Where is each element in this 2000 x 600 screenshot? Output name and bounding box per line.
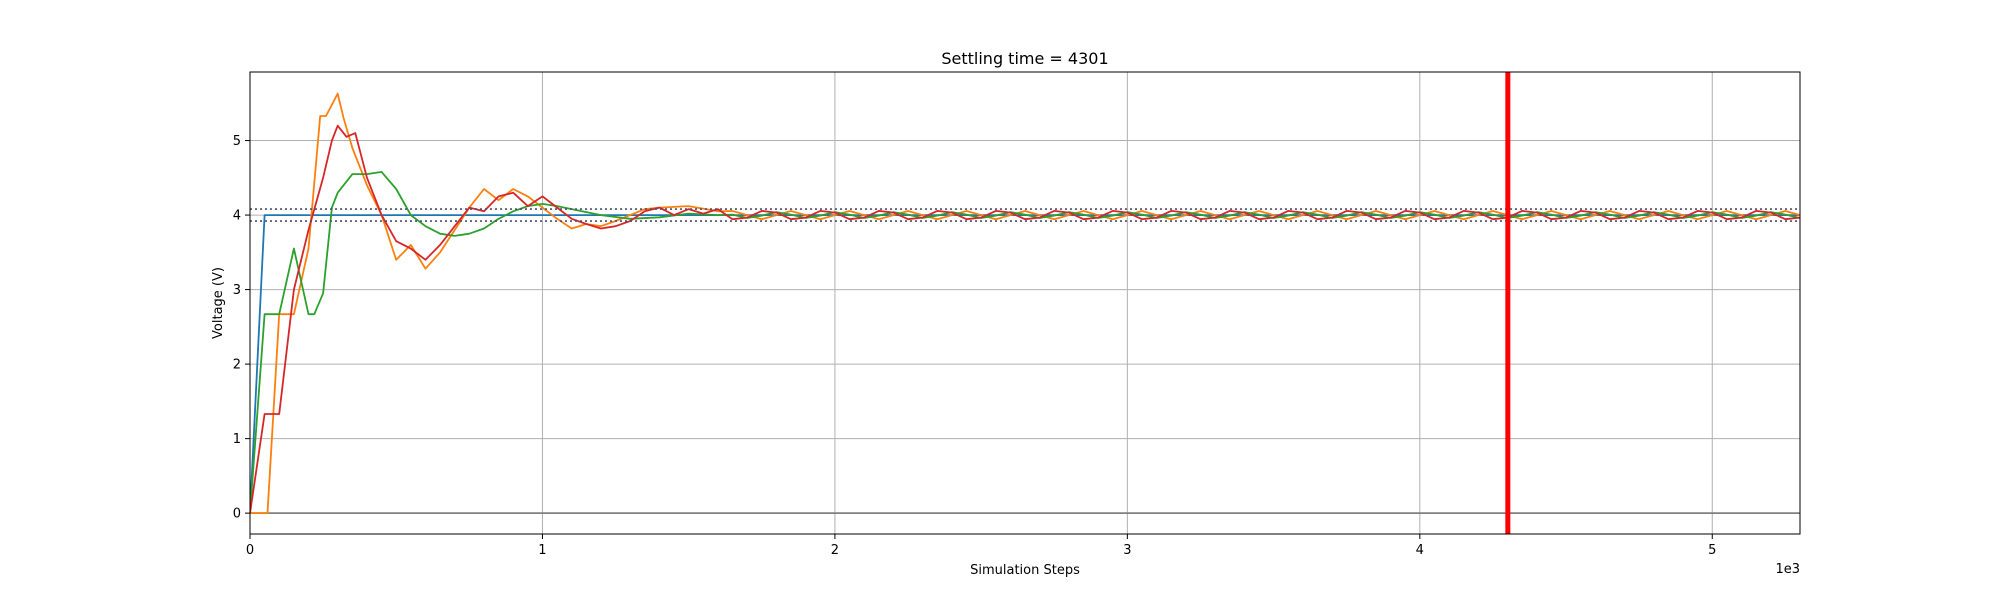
x-tick-label-4: 4 (1416, 543, 1424, 558)
y-tick-label-0: 0 (233, 507, 241, 522)
axis-ticks: 0 1 2 3 4 5 0 1 2 3 4 5 (233, 134, 1717, 558)
y-tick-label-3: 3 (233, 283, 241, 298)
y-tick-label-2: 2 (233, 358, 241, 373)
x-tick-label-1: 1 (538, 543, 546, 558)
plot-frame (249, 71, 1801, 535)
series-line-2 (250, 92, 1800, 514)
chart-title: Settling time = 4301 (941, 49, 1108, 68)
x-tick-label-2: 2 (831, 543, 839, 558)
plot-area (250, 72, 1800, 534)
y-tick-label-4: 4 (233, 209, 241, 224)
y-tick-label-5: 5 (233, 134, 241, 149)
x-axis-offset-label: 1e3 (1775, 562, 1800, 577)
x-tick-label-5: 5 (1708, 543, 1716, 558)
y-tick-label-1: 1 (233, 432, 241, 447)
x-axis-label: Simulation Steps (970, 563, 1080, 578)
series-line-3 (250, 170, 1800, 514)
x-tick-label-3: 3 (1123, 543, 1131, 558)
y-axis-label: Voltage (V) (211, 267, 226, 339)
x-tick-label-0: 0 (246, 543, 254, 558)
